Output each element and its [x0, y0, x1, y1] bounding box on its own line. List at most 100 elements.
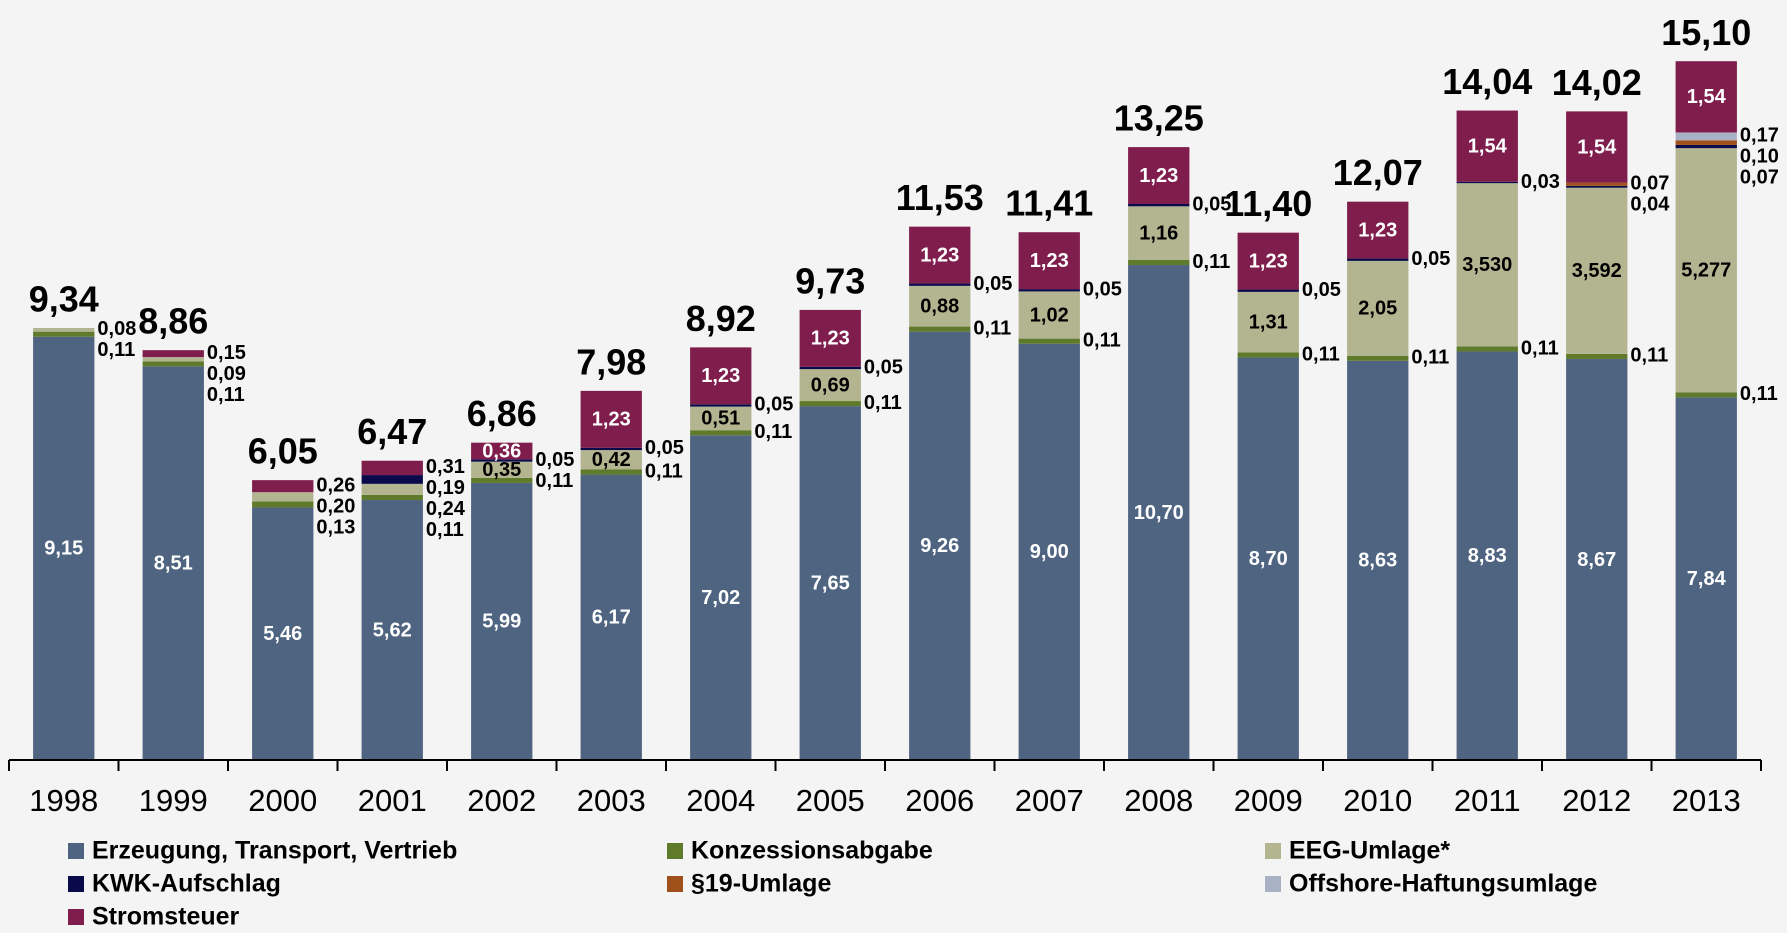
value-label: 0,08 — [97, 318, 136, 340]
value-label: 8,67 — [1577, 549, 1616, 571]
bar-segment — [1128, 203, 1190, 207]
total-label: 8,92 — [686, 298, 756, 339]
x-tick-label: 2000 — [248, 783, 317, 818]
bar-segment — [471, 461, 533, 478]
bar-segment — [799, 401, 861, 407]
bar-segment — [909, 285, 971, 327]
bar-segment — [1128, 147, 1190, 204]
value-label: 0,11 — [1740, 383, 1778, 405]
legend-swatch — [667, 876, 683, 892]
bar-segment — [909, 226, 971, 284]
value-label: 0,26 — [316, 474, 355, 496]
value-label: 1,23 — [1030, 250, 1069, 272]
total-label: 9,34 — [29, 278, 99, 319]
x-tick-label: 2013 — [1672, 783, 1741, 818]
legend-swatch — [1265, 876, 1281, 892]
value-label: 1,23 — [1139, 165, 1178, 187]
bar-segment — [690, 430, 752, 436]
total-label: 14,04 — [1442, 61, 1532, 102]
bar-segment — [1347, 258, 1409, 261]
bar-segment — [1675, 132, 1737, 141]
bar-segment — [1128, 265, 1190, 760]
bar-segment — [1566, 111, 1628, 183]
value-label: 0,11 — [864, 392, 902, 414]
total-label: 11,53 — [896, 177, 984, 218]
value-label: 0,88 — [920, 296, 959, 318]
bar-segment — [252, 507, 314, 760]
bar-segment — [1347, 360, 1409, 760]
value-label: 0,05 — [1192, 193, 1231, 215]
bar-segment — [1456, 110, 1518, 182]
bar-segment — [1237, 352, 1299, 358]
x-tick-label: 2010 — [1343, 783, 1412, 818]
value-label: 0,24 — [426, 498, 466, 520]
bar-segment — [799, 309, 861, 367]
value-label: 1,23 — [811, 328, 850, 350]
value-label: 7,84 — [1687, 568, 1727, 590]
value-label: 5,277 — [1681, 259, 1731, 281]
value-label: 0,11 — [1521, 337, 1559, 359]
value-label: 1,23 — [1358, 219, 1397, 241]
value-label: 1,54 — [1468, 135, 1508, 157]
value-label: 0,11 — [1302, 343, 1340, 365]
value-label: 1,02 — [1030, 304, 1069, 326]
value-label: 9,26 — [920, 535, 959, 557]
bar-segment — [142, 357, 204, 362]
value-label: 7,65 — [811, 572, 850, 594]
bar-segment — [361, 475, 423, 484]
value-label: 0,19 — [426, 477, 465, 499]
legend-label: Erzeugung, Transport, Vertrieb — [92, 837, 457, 865]
bar-segment — [1128, 206, 1190, 260]
bar-segment — [361, 483, 423, 495]
bar-segment — [1018, 232, 1080, 290]
bar-segment — [471, 477, 533, 483]
value-label: 9,15 — [44, 538, 83, 560]
value-label: 0,09 — [207, 363, 246, 385]
x-tick-label: 2006 — [905, 783, 974, 818]
bar-segment — [799, 406, 861, 760]
value-label: 5,99 — [482, 611, 521, 633]
bar-segment — [252, 501, 314, 508]
value-label: 0,11 — [426, 519, 464, 541]
bar-segment — [909, 283, 971, 286]
bar-segment — [1237, 232, 1299, 290]
bar-segment — [142, 350, 204, 358]
bar-segment — [142, 366, 204, 760]
bar-segment — [361, 460, 423, 476]
legend-label: KWK-Aufschlag — [92, 870, 281, 898]
value-label: 0,11 — [207, 384, 245, 406]
bar-segment — [1018, 289, 1080, 292]
bar-segment — [1237, 291, 1299, 353]
bar-segment — [1566, 185, 1628, 188]
bar-segment — [252, 492, 314, 502]
value-label: 2,05 — [1358, 298, 1397, 320]
value-label: 6,17 — [592, 607, 631, 629]
legend-label: §19-Umlage — [691, 870, 831, 898]
bar-segment — [252, 480, 314, 493]
value-label: 1,23 — [920, 244, 959, 266]
value-label: 0,05 — [535, 449, 574, 471]
x-tick-label: 2011 — [1454, 783, 1521, 818]
bar-segment — [1128, 259, 1190, 266]
value-label: 0,03 — [1521, 171, 1560, 193]
value-label: 0,05 — [645, 437, 684, 459]
x-tick-label: 1998 — [29, 783, 98, 818]
legend-label: Offshore-Haftungsumlage — [1289, 870, 1597, 898]
bar-segment — [580, 447, 642, 451]
bar-segment — [690, 404, 752, 407]
value-label: 0,11 — [1192, 251, 1230, 273]
bar-segment — [1456, 183, 1518, 347]
value-label: 0,11 — [535, 470, 573, 492]
value-label: 3,592 — [1572, 260, 1622, 282]
value-label: 0,11 — [645, 460, 683, 482]
bar-segment — [1018, 338, 1080, 344]
bar-segment — [1675, 148, 1737, 393]
bar-segment — [1347, 260, 1409, 356]
bar-segment — [909, 326, 971, 332]
value-label: 0,31 — [426, 456, 465, 478]
bar-segment — [1566, 187, 1628, 354]
x-tick-label: 2008 — [1124, 783, 1193, 818]
bar-segment — [1347, 355, 1409, 361]
x-tick-label: 2007 — [1015, 783, 1084, 818]
